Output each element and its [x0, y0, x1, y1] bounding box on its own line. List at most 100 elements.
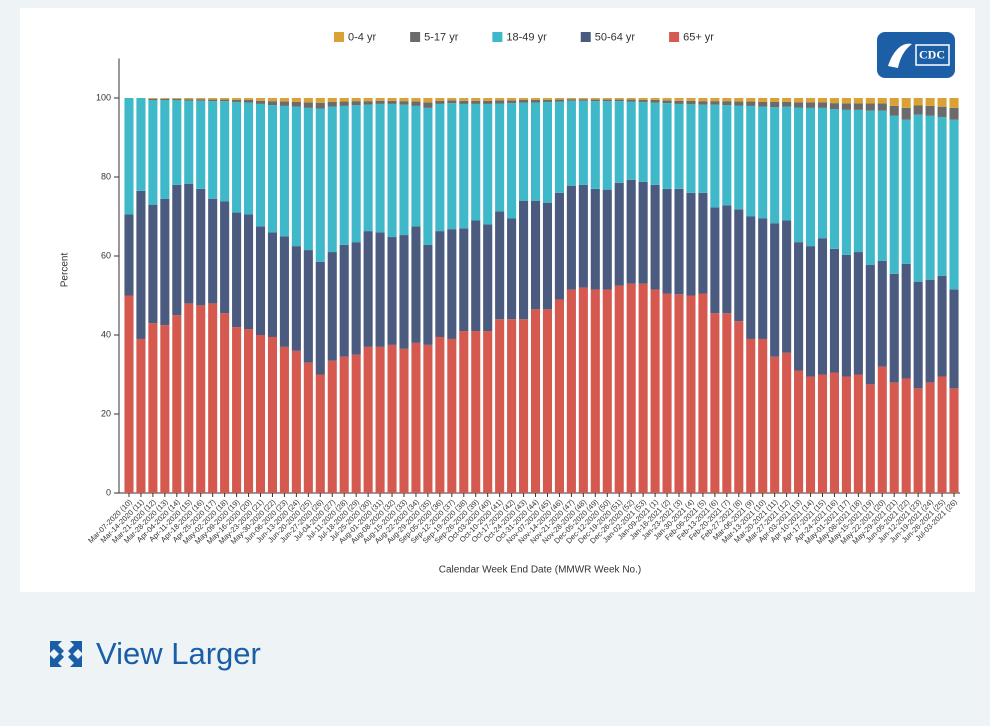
bar-segment: [303, 107, 313, 251]
bar-segment: [853, 103, 863, 110]
bar-segment: [794, 370, 804, 493]
bar-segment: [208, 99, 218, 102]
bar-segment: [519, 200, 529, 320]
bar-segment: [136, 190, 146, 339]
bar-segment: [411, 105, 421, 227]
bar-segment: [423, 244, 433, 345]
bar-segment: [841, 109, 851, 255]
chart: CDC Percent Calendar Week End Date (MMWR…: [60, 31, 960, 576]
bar-segment: [841, 254, 851, 377]
bar-segment: [363, 231, 373, 347]
legend-label: 0-4 yr: [348, 31, 376, 43]
bar-segment: [698, 101, 708, 105]
bar-segment: [925, 279, 935, 383]
bar-segment: [267, 336, 278, 493]
bar-segment: [519, 98, 529, 100]
bar-segment: [184, 303, 194, 493]
bar-segment: [447, 98, 457, 101]
legend-swatch: [334, 32, 344, 42]
bar-segment: [363, 101, 373, 105]
bar-segment: [339, 105, 349, 245]
bar-segment: [722, 205, 732, 314]
bar-segment: [662, 293, 672, 493]
bar-segment: [614, 98, 624, 100]
bar-segment: [196, 305, 206, 493]
bar-segment: [674, 98, 684, 101]
legend-swatch: [492, 32, 503, 42]
bar-segment: [602, 99, 612, 102]
bar-segment: [913, 388, 923, 493]
bar-segment: [291, 98, 301, 102]
bar-segment: [148, 204, 158, 324]
bar-segment: [279, 346, 289, 493]
bar-segment: [949, 289, 959, 389]
bar-segment: [602, 98, 612, 100]
bar-segment: [471, 100, 481, 104]
bar-segment: [722, 105, 732, 206]
bar-segment: [291, 101, 301, 107]
bar-segment: [327, 106, 337, 253]
bar-segment: [746, 338, 756, 493]
bar-segment: [447, 100, 457, 104]
bar-segment: [459, 98, 469, 101]
bar-segment: [495, 211, 505, 320]
bar-segment: [542, 98, 553, 100]
bar-segment: [758, 98, 768, 102]
bar-segment: [291, 350, 301, 493]
view-larger-link[interactable]: View Larger: [48, 636, 261, 672]
bar-segment: [291, 246, 301, 351]
bar-segment: [124, 214, 134, 296]
bar-segment: [865, 264, 875, 385]
y-tick-label: 100: [96, 92, 111, 102]
bar-segment: [913, 114, 923, 282]
bar-segment: [483, 224, 493, 332]
bar-segment: [339, 101, 349, 106]
bar-segment: [327, 101, 337, 107]
bar-segment: [841, 376, 851, 493]
bar-segment: [686, 104, 696, 193]
bar-segment: [315, 102, 325, 109]
bar-segment: [495, 100, 505, 104]
bar-segment: [794, 98, 804, 103]
bar-segment: [722, 101, 732, 106]
bar-segment: [172, 99, 182, 185]
bar-segment: [889, 115, 899, 274]
bar-segment: [734, 98, 744, 102]
bar-segment: [602, 189, 612, 290]
bar-segment: [853, 98, 863, 104]
bar-segment: [877, 103, 887, 111]
bar-segment: [447, 338, 457, 493]
bar-segment: [710, 313, 720, 493]
bar-segment: [805, 98, 816, 103]
bar-segment: [172, 98, 182, 99]
bar-segment: [208, 98, 218, 100]
bar-segment: [841, 103, 851, 110]
bar-segment: [459, 228, 469, 332]
bar-segment: [829, 98, 839, 104]
logo-icon: [888, 43, 912, 68]
bar-segment: [232, 212, 242, 328]
bar-segment: [507, 103, 517, 219]
bar-segment: [267, 98, 278, 102]
bar-segment: [530, 102, 541, 201]
bar-segment: [578, 98, 588, 100]
bar-segment: [232, 98, 242, 100]
bar-segment: [590, 188, 600, 290]
view-larger-text[interactable]: View Larger: [96, 636, 261, 671]
bar-segment: [841, 98, 851, 104]
bar-segment: [387, 237, 397, 345]
bar-segment: [829, 103, 839, 110]
bar-segment: [172, 315, 182, 493]
bar-segment: [722, 98, 732, 102]
bar-segment: [602, 289, 612, 493]
bar-segment: [662, 98, 672, 101]
bar-segment: [614, 99, 624, 102]
bar-segment: [124, 98, 134, 215]
bar-segment: [710, 207, 720, 314]
bar-segment: [805, 107, 816, 247]
bar-segment: [829, 372, 839, 493]
bar-segment: [770, 107, 780, 224]
bar-segment: [160, 325, 170, 493]
bar-segment: [303, 102, 313, 108]
bar-segment: [913, 98, 923, 106]
